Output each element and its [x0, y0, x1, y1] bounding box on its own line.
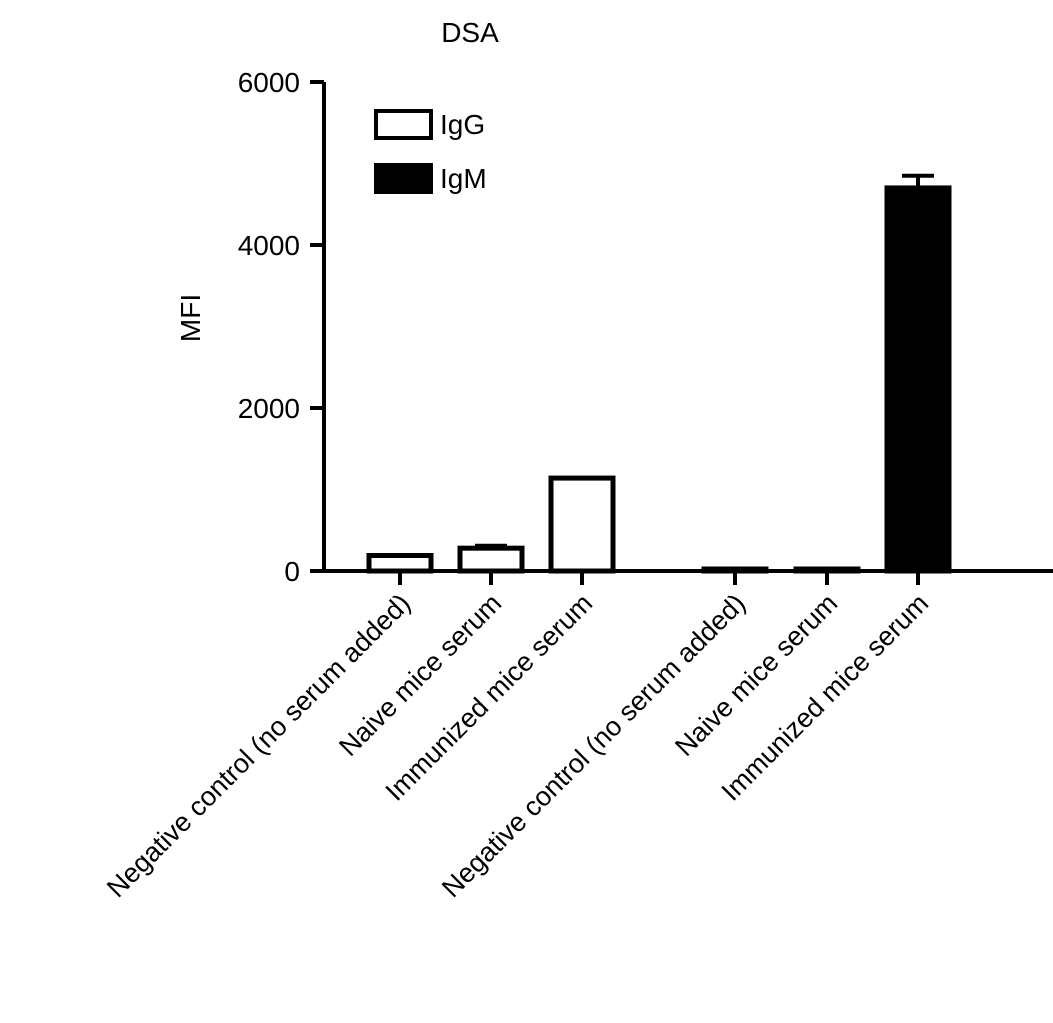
category-label: Naive mice serum: [669, 588, 843, 762]
bar-igm: [701, 566, 769, 574]
bar-igm: [884, 185, 952, 574]
chart-title: DSA: [441, 17, 499, 48]
bar-igg: [457, 545, 525, 574]
legend-label-igg: IgG: [440, 109, 485, 140]
y-ticks: 0 2000 4000 6000: [238, 67, 324, 587]
category-label: Naive mice serum: [333, 588, 507, 762]
category-labels: Negative control (no serum added)Naive m…: [101, 588, 934, 903]
legend-swatch-igg: [374, 109, 433, 140]
y-tick-label: 2000: [238, 393, 300, 424]
legend-swatch-igm: [374, 163, 433, 194]
y-axis-label: MFI: [175, 294, 206, 342]
y-axis: 0 2000 4000 6000: [238, 67, 326, 587]
y-tick-label: 6000: [238, 67, 300, 98]
bar-igm: [793, 566, 861, 574]
bar-igg: [548, 475, 616, 574]
y-tick-label: 4000: [238, 230, 300, 261]
x-ticks: [398, 571, 920, 585]
y-tick-label: 0: [284, 556, 300, 587]
legend: IgG IgM: [374, 109, 487, 194]
bars: [366, 173, 952, 574]
bar-igg: [366, 553, 434, 574]
legend-label-igm: IgM: [440, 163, 487, 194]
